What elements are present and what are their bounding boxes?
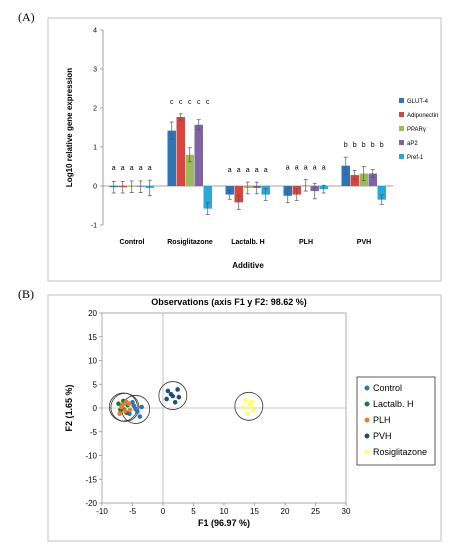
significance-letter: c xyxy=(170,99,174,106)
bar xyxy=(368,173,377,186)
category-label-a: PLH xyxy=(299,239,313,246)
significance-letter: a xyxy=(295,164,299,171)
bar xyxy=(194,124,203,186)
significance-letter: c xyxy=(179,99,183,106)
significance-letter: a xyxy=(304,164,308,171)
bar xyxy=(341,165,350,186)
bar xyxy=(350,175,359,186)
significance-letter: a xyxy=(264,167,268,174)
y-tick-label-a: 4 xyxy=(93,28,97,35)
bar xyxy=(167,130,176,186)
y-tick-label-a: -1 xyxy=(91,223,97,230)
significance-letter: a xyxy=(112,165,116,172)
significance-letter: b xyxy=(353,142,357,149)
category-label-a: Lactalb. H xyxy=(231,239,264,246)
category-label-a: Control xyxy=(120,239,145,246)
x-axis-label-a: Additive xyxy=(232,261,264,270)
significance-letter: a xyxy=(121,165,125,172)
chart-a-frame xyxy=(47,17,442,282)
bar xyxy=(377,186,386,200)
significance-letter: a xyxy=(246,167,250,174)
significance-letter: a xyxy=(148,165,152,172)
y-tick-label-a: 1 xyxy=(93,145,97,152)
bar xyxy=(203,186,212,209)
significance-letter: c xyxy=(206,99,210,106)
y-tick-label-a: 3 xyxy=(93,67,97,74)
significance-letter: a xyxy=(237,167,241,174)
panel-a-label: (A) xyxy=(18,10,35,24)
significance-letter: b xyxy=(362,142,366,149)
category-label-a: PVH xyxy=(357,239,371,246)
y-tick-label-a: 2 xyxy=(93,106,97,113)
y-axis-label-a: Log10 relative gene expression xyxy=(65,68,74,187)
bar xyxy=(185,154,194,186)
category-label-a: Rosiglitazone xyxy=(167,239,213,246)
legend-swatch-a xyxy=(399,112,404,117)
legend-label-a: Pref-1 xyxy=(407,155,424,161)
bar xyxy=(176,116,185,186)
significance-letter: a xyxy=(228,167,232,174)
legend-label-a: Adiponectin xyxy=(407,113,438,119)
significance-letter: b xyxy=(371,142,375,149)
legend-swatch-a xyxy=(399,140,404,145)
legend-swatch-a xyxy=(399,98,404,103)
legend-swatch-a xyxy=(399,126,404,131)
significance-letter: c xyxy=(197,99,201,106)
legend-label-a: GLUT-4 xyxy=(407,99,429,105)
legend-label-a: aP2 xyxy=(407,141,418,147)
y-tick-label-a: 0 xyxy=(93,184,97,191)
significance-letter: b xyxy=(344,142,348,149)
significance-letter: a xyxy=(139,165,143,172)
panel-b-label: (B) xyxy=(18,287,34,301)
legend-swatch-a xyxy=(399,154,404,159)
legend-label-a: PPARγ xyxy=(407,127,426,133)
significance-letter: a xyxy=(255,167,259,174)
significance-letter: a xyxy=(130,165,134,172)
significance-letter: b xyxy=(380,142,384,149)
significance-letter: c xyxy=(188,99,192,106)
significance-letter: a xyxy=(322,164,326,171)
significance-letter: a xyxy=(286,164,290,171)
significance-letter: a xyxy=(313,164,317,171)
bar xyxy=(234,186,243,203)
